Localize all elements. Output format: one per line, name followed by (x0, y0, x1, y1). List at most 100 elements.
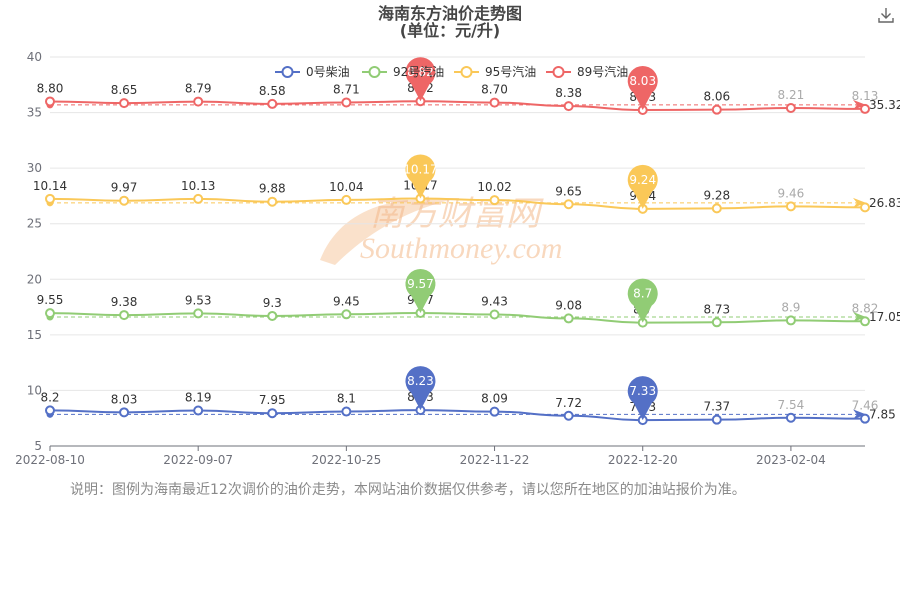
data-point[interactable] (119, 195, 130, 206)
data-label: 8.80 (37, 81, 64, 95)
legend-label: 0号柴油 (306, 65, 350, 79)
legend-item-0[interactable]: 0号柴油 (275, 65, 350, 79)
min-marker-label: 8.7 (633, 287, 652, 301)
data-label: 9.88 (259, 182, 286, 196)
data-label: 8.71 (333, 82, 360, 96)
data-point[interactable] (267, 310, 278, 321)
data-point[interactable] (489, 97, 500, 108)
download-icon-glyph (878, 8, 894, 23)
min-marker-label: 8.03 (629, 74, 656, 88)
series-line (49, 311, 866, 324)
axes: 5 10 15 20 25 30 35 40 2022-08-10 2022-09-07 2022-… (15, 50, 865, 467)
data-label: 9.38 (111, 295, 138, 309)
data-point[interactable] (489, 309, 500, 320)
data-point[interactable] (563, 313, 574, 324)
data-point[interactable] (860, 413, 870, 424)
data-point[interactable] (193, 96, 204, 107)
data-point[interactable] (267, 408, 278, 419)
data-point[interactable] (489, 406, 500, 417)
min-marker-pin (627, 164, 658, 209)
y-tick-label: 10 (27, 383, 42, 397)
data-point[interactable] (860, 103, 870, 114)
y-tick-label: 5 (34, 439, 42, 453)
data-label: 9.45 (333, 294, 360, 308)
average-line-arrow (853, 312, 866, 323)
x-tick-label: 2023-02-04 (756, 453, 826, 467)
data-label: 7.72 (555, 396, 582, 410)
data-label: 9.65 (555, 184, 582, 198)
data-point[interactable] (119, 98, 130, 109)
legend-item-2[interactable]: 95号汽油 (454, 64, 536, 79)
data-label: 9.43 (481, 295, 508, 309)
data-point[interactable] (341, 194, 352, 205)
data-label: 8.9 (781, 300, 800, 314)
y-tick-label: 15 (27, 328, 42, 342)
x-tick-label: 2022-10-25 (311, 453, 381, 467)
series-3: 35.32 8.80 8.65 8.79 8.58 8.71 8.82 8.70 8.38 8.0… (37, 57, 900, 116)
legend-label: 92号汽油 (393, 64, 444, 79)
data-point[interactable] (563, 199, 574, 210)
data-label: 8.13 (852, 89, 879, 103)
data-point[interactable] (711, 317, 722, 328)
average-label: 17.05 (869, 310, 900, 324)
data-point[interactable] (785, 103, 796, 114)
grid-lines (50, 56, 865, 447)
average-line-arrow (853, 99, 866, 110)
data-point[interactable] (563, 410, 574, 421)
data-label: 7.46 (852, 399, 879, 413)
data-point[interactable] (193, 308, 204, 319)
average-line-arrow (853, 197, 866, 208)
data-point[interactable] (860, 316, 870, 327)
data-point[interactable] (267, 98, 278, 109)
data-point[interactable] (785, 201, 796, 212)
data-point[interactable] (711, 203, 722, 214)
data-point[interactable] (119, 407, 130, 418)
data-point[interactable] (45, 96, 55, 107)
chart-note: 说明：图例为海南最近12次调价的油价走势，本网站油价数据仅供参考，请以您所在地区… (70, 482, 746, 498)
x-tick-label: 2022-11-22 (460, 453, 530, 467)
data-point[interactable] (45, 308, 55, 319)
series-line (49, 197, 866, 210)
data-point[interactable] (341, 309, 352, 320)
legend-item-3[interactable]: 89号汽油 (546, 64, 628, 79)
data-label: 7.37 (703, 400, 730, 414)
data-point[interactable] (193, 193, 204, 204)
data-point[interactable] (267, 196, 278, 207)
data-point[interactable] (563, 101, 574, 112)
y-tick-label: 35 (27, 106, 42, 120)
legend[interactable]: 0号柴油 92号汽油 95号汽油 89号汽油 (275, 64, 628, 79)
series-group: 7.85 8.2 8.03 8.19 7.95 8.1 8.23 8.09 7.72 7.33 7.… (33, 57, 900, 426)
data-point[interactable] (341, 406, 352, 417)
data-label: 9.46 (778, 186, 805, 200)
average-label: 35.32 (869, 98, 900, 112)
data-point[interactable] (45, 405, 55, 416)
data-label: 10.13 (181, 179, 215, 193)
data-label: 9.28 (703, 188, 730, 202)
data-point[interactable] (785, 315, 796, 326)
data-point[interactable] (193, 405, 204, 416)
series-line (49, 409, 866, 422)
data-point[interactable] (341, 97, 352, 108)
data-label: 9.08 (555, 298, 582, 312)
legend-item-1[interactable]: 92号汽油 (362, 64, 444, 79)
data-point[interactable] (785, 412, 796, 423)
legend-marker (368, 66, 381, 78)
min-marker-pin (627, 278, 658, 323)
data-point[interactable] (711, 104, 722, 115)
series-line (49, 100, 866, 112)
data-point[interactable] (489, 195, 500, 206)
data-label: 8.65 (111, 83, 138, 97)
download-icon[interactable] (877, 6, 895, 24)
y-tick-label: 30 (27, 161, 42, 175)
data-label: 8.73 (703, 302, 730, 316)
data-point[interactable] (119, 310, 130, 321)
data-label: 8.09 (481, 392, 508, 406)
data-point[interactable] (45, 193, 55, 204)
data-point[interactable] (711, 414, 722, 425)
legend-marker (460, 66, 473, 78)
data-point[interactable] (860, 202, 870, 213)
max-marker-label: 8.82 (407, 65, 434, 79)
min-marker-pin (627, 376, 658, 421)
data-label: 10.02 (477, 180, 511, 194)
x-tick-label: 2022-08-10 (15, 453, 85, 467)
